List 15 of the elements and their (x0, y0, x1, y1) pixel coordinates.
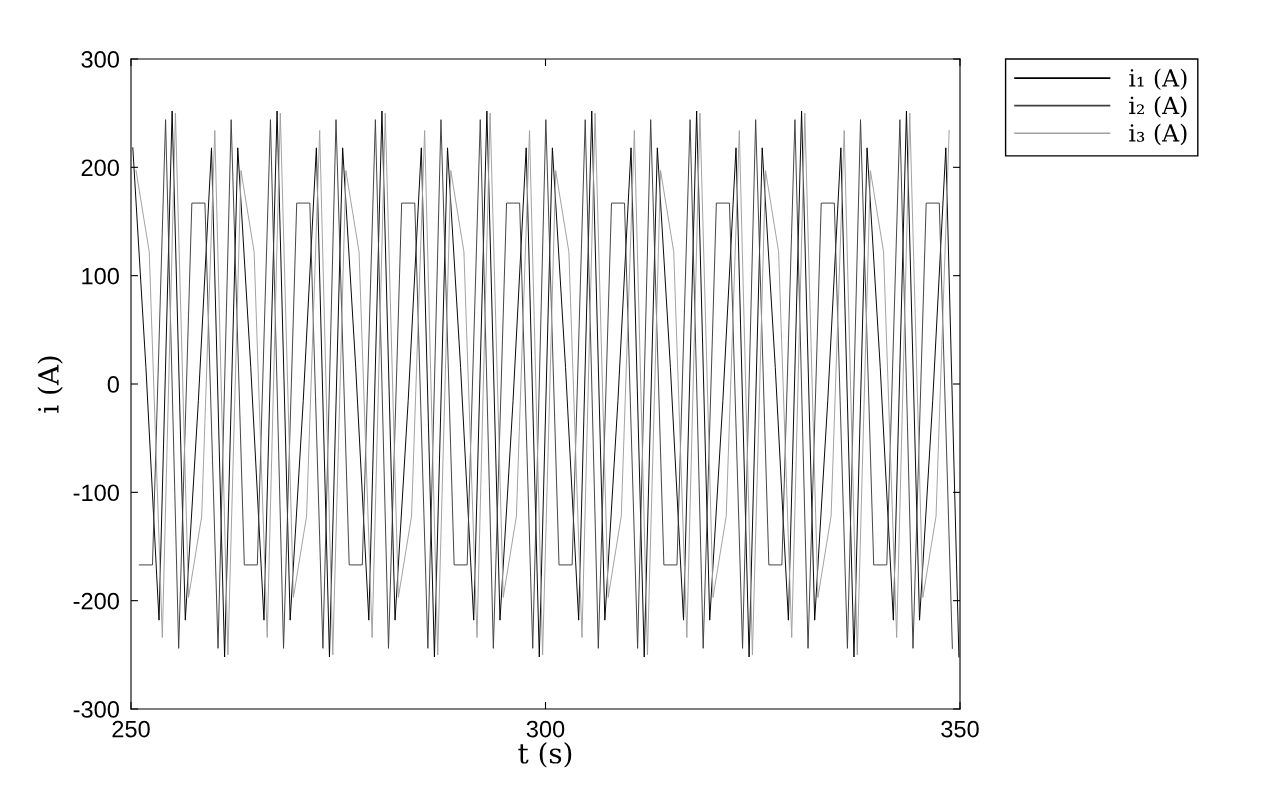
legend-label: i₂ (A) (1129, 96, 1187, 118)
x-tick-label: 300 (526, 720, 565, 738)
y-tick-label: 0 (107, 376, 119, 393)
y-axis-title: i (A) (37, 356, 63, 413)
y-tick-label: -200 (73, 592, 119, 610)
x-tick-label: 250 (112, 720, 150, 738)
y-tick-label: 100 (82, 267, 119, 285)
y-tick-label: 200 (81, 159, 119, 177)
x-tick-label: 350 (941, 720, 979, 738)
legend-label: i₁ (A) (1129, 68, 1187, 91)
legend-label: i₃ (A) (1129, 123, 1187, 146)
x-axis-title: t (s) (518, 742, 572, 768)
y-tick-label: -300 (73, 701, 119, 718)
y-tick-label: -100 (73, 484, 119, 502)
y-tick-label: 300 (81, 51, 119, 68)
